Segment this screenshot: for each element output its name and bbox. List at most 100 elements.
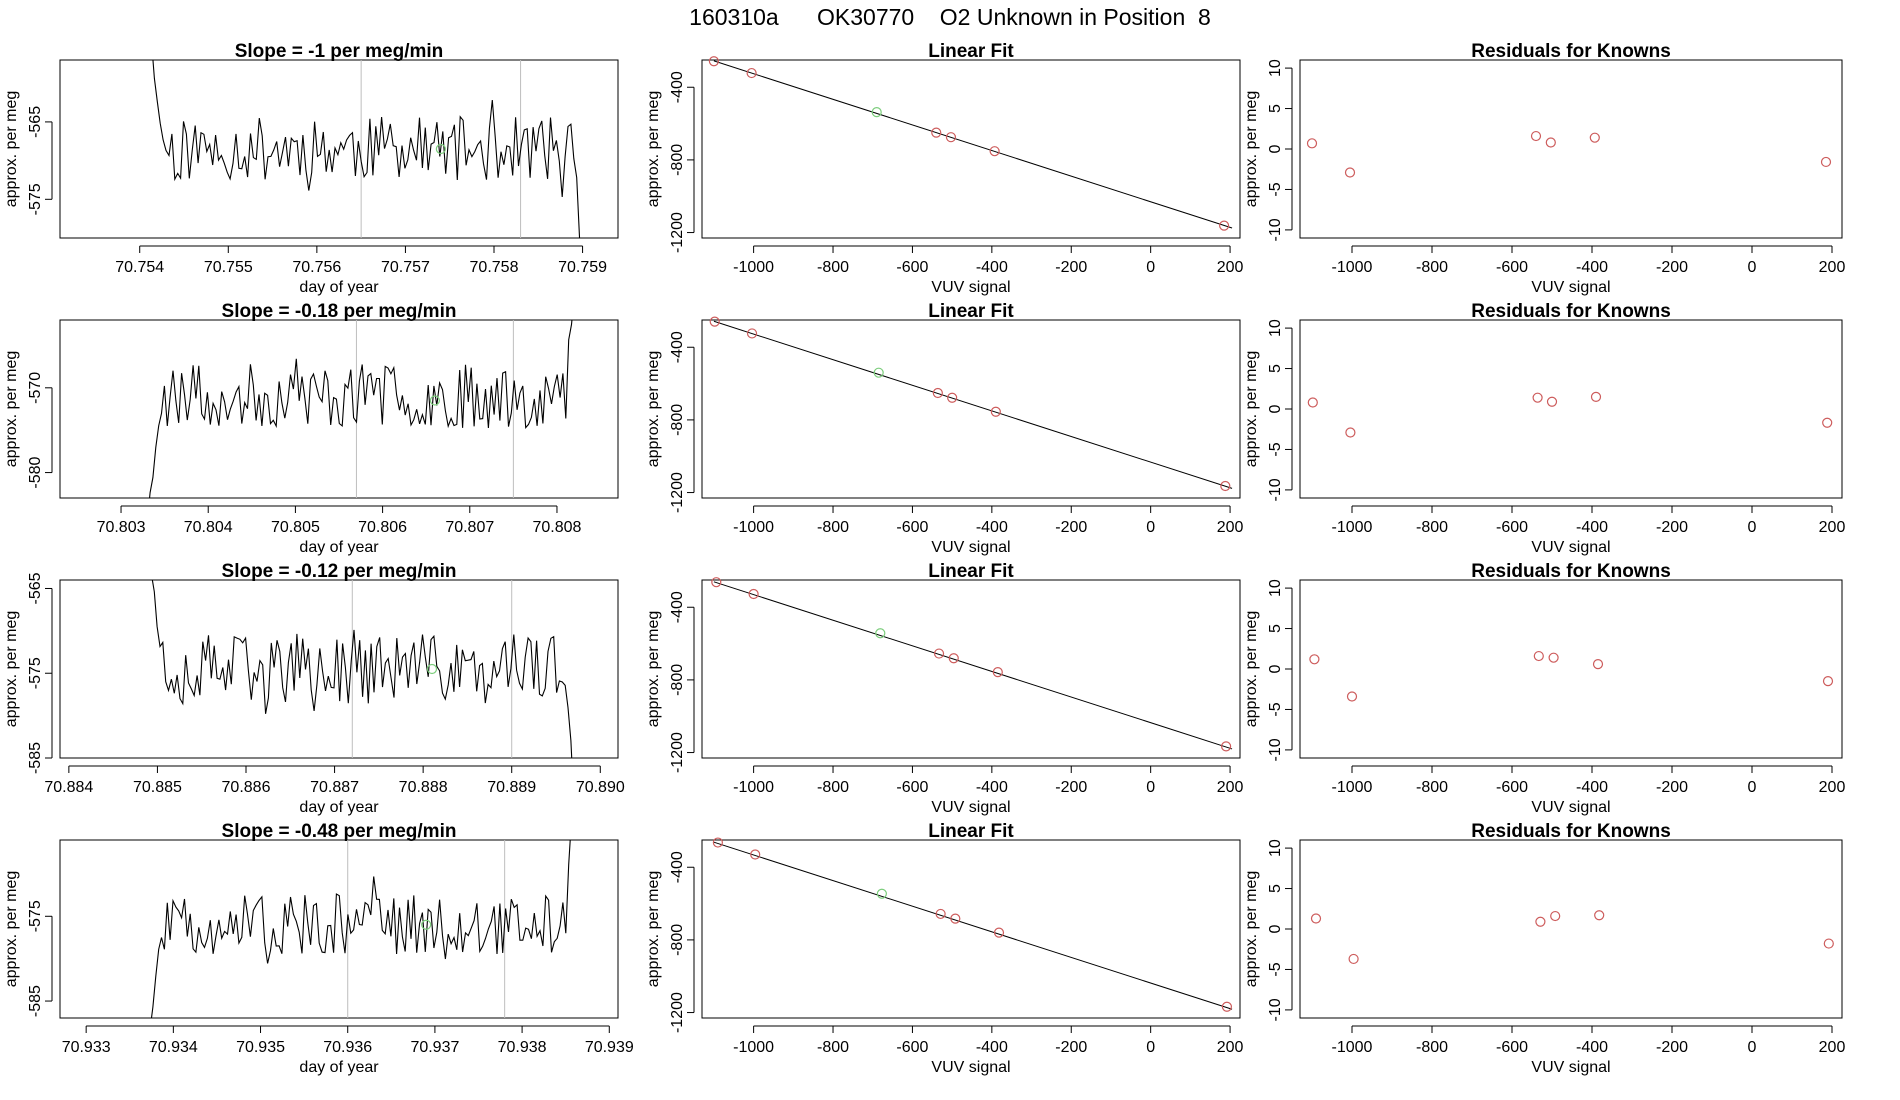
residual-point: [1589, 132, 1600, 143]
y-tick-label: -400: [669, 851, 686, 883]
x-axis-label: VUV signal: [931, 539, 1010, 556]
x-tick-label: 70.804: [184, 519, 233, 536]
y-tick-label: -400: [669, 71, 686, 103]
x-tick-label: 200: [1819, 1039, 1846, 1056]
known-point: [746, 67, 757, 79]
y-tick-label: -575: [27, 900, 44, 932]
y-axis-label: approx. per meg: [1243, 351, 1260, 468]
x-tick-label: -200: [1055, 1039, 1087, 1056]
x-tick-label: -1000: [1332, 519, 1373, 536]
y-tick-label: -1200: [669, 992, 686, 1033]
unknown-mean-point: [426, 663, 438, 675]
residual-point: [1546, 396, 1558, 407]
x-tick-label: -1000: [733, 1039, 774, 1056]
residual-point: [1310, 913, 1322, 924]
x-tick-label: 70.938: [498, 1039, 547, 1056]
fit-line: [713, 320, 1233, 489]
residual-point: [1533, 650, 1544, 662]
x-tick-label: 70.936: [323, 1039, 372, 1056]
y-tick-label: 5: [1267, 104, 1284, 113]
x-tick-label: 0: [1748, 259, 1757, 276]
residual-point: [1309, 654, 1320, 665]
panel-title: Linear Fit: [928, 41, 1014, 62]
x-axis-label: VUV signal: [1531, 279, 1610, 296]
y-tick-label: -800: [669, 924, 686, 956]
x-tick-label: -1000: [733, 259, 774, 276]
x-tick-label: -400: [1576, 1039, 1608, 1056]
x-axis-label: day of year: [299, 799, 379, 816]
residual-point: [1594, 910, 1605, 921]
plot-frame: [1299, 319, 1843, 499]
residual-point: [1548, 652, 1559, 663]
x-tick-label: 200: [1217, 519, 1244, 536]
x-axis-label: VUV signal: [1531, 799, 1610, 816]
residuals-panel: Residuals for Knowns-1000 -800 -600 -400 -20…: [1243, 41, 1845, 296]
linear-fit-panel: Linear Fit -1000 -800 -600 -400 -200 0 200 VUV s…: [645, 301, 1244, 556]
y-axis-label: approx. per meg: [3, 91, 20, 208]
known-point: [950, 913, 961, 924]
known-point: [992, 666, 1003, 678]
linear-fit-panel: Linear Fit -1000 -800 -600 -400 -200 0 200 VUV s…: [645, 41, 1244, 296]
plot-frame: [1299, 579, 1843, 759]
known-point: [989, 146, 1000, 157]
x-tick-label: -600: [896, 1039, 928, 1056]
panel-title: Residuals for Knowns: [1471, 821, 1671, 842]
fit-line: [713, 60, 1233, 229]
known-point: [948, 653, 959, 664]
x-tick-label: 0: [1146, 1039, 1155, 1056]
x-tick-label: -200: [1055, 519, 1087, 536]
y-tick-label: -565: [27, 106, 44, 138]
x-tick-label: 0: [1748, 779, 1757, 796]
x-tick-label: -200: [1656, 1039, 1688, 1056]
known-point: [746, 328, 758, 339]
plot-area: [149, 320, 573, 498]
time-series-panel: Slope = -0.12 per meg/min 70.884 70.885 70.…: [3, 561, 625, 816]
known-point: [933, 648, 945, 659]
known-point: [945, 132, 957, 143]
y-tick-label: 10: [1267, 319, 1284, 337]
known-point: [708, 56, 720, 67]
plot-frame: [1299, 59, 1843, 239]
x-tick-label: -800: [1416, 1039, 1448, 1056]
plot-frame: [1299, 839, 1843, 1019]
y-tick-label: -585: [27, 985, 44, 1017]
x-tick-label: -800: [817, 259, 849, 276]
y-tick-label: 10: [1267, 579, 1284, 597]
y-tick-label: -10: [1267, 738, 1284, 761]
y-tick-label: -10: [1267, 218, 1284, 241]
y-tick-label: -1200: [669, 212, 686, 253]
signal-line: [150, 840, 571, 1018]
residual-point: [1820, 156, 1832, 168]
x-tick-label: 70.933: [62, 1039, 111, 1056]
y-tick-label: -400: [669, 591, 686, 623]
residual-point: [1592, 659, 1604, 670]
x-tick-label: 70.884: [44, 779, 93, 796]
residual-point: [1346, 691, 1358, 702]
panel-title: Slope = -1 per meg/min: [235, 41, 444, 62]
time-series-panel: Slope = -0.48 per meg/min 70.933 70.934 70.…: [3, 821, 634, 1076]
x-tick-label: 70.755: [204, 259, 253, 276]
known-point: [1221, 741, 1232, 752]
x-tick-label: -600: [896, 259, 928, 276]
plot-frame: [701, 319, 1241, 499]
x-tick-label: 70.759: [558, 259, 607, 276]
x-tick-label: 70.885: [133, 779, 182, 796]
x-tick-label: -600: [1496, 519, 1528, 536]
x-tick-label: -600: [896, 519, 928, 536]
y-tick-label: -800: [669, 404, 686, 436]
unknown-mean-point: [435, 143, 446, 155]
x-tick-label: -600: [1496, 779, 1528, 796]
x-tick-label: -400: [1576, 519, 1608, 536]
x-tick-label: 70.934: [149, 1039, 198, 1056]
x-tick-label: 70.806: [358, 519, 407, 536]
residual-point: [1550, 910, 1561, 922]
x-tick-label: -600: [1496, 259, 1528, 276]
x-tick-label: 70.939: [585, 1039, 634, 1056]
x-tick-label: 70.889: [487, 779, 536, 796]
known-point: [1221, 1001, 1232, 1012]
unknown-point: [871, 107, 882, 118]
panel-title: Residuals for Knowns: [1471, 301, 1671, 322]
known-point: [935, 908, 946, 920]
x-tick-label: 200: [1819, 779, 1846, 796]
known-point: [993, 927, 1005, 938]
